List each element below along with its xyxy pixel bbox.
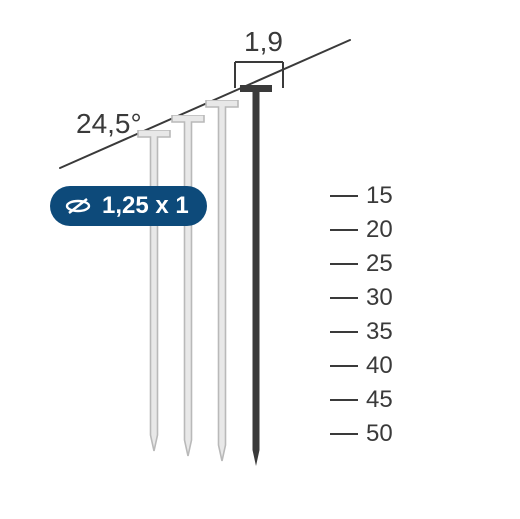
- scale-tick: [330, 331, 358, 333]
- scale-tick: [330, 365, 358, 367]
- scale-tick: [330, 433, 358, 435]
- cross-section-text: 1,25 x 1: [102, 192, 189, 220]
- nail-ghost: [204, 100, 240, 463]
- scale-value: 40: [366, 352, 393, 380]
- scale-value: 45: [366, 386, 393, 414]
- nail-active: [238, 85, 274, 468]
- scale-tick: [330, 195, 358, 197]
- scale-mark: 30: [330, 284, 393, 312]
- head-width-label: 1,9: [244, 26, 283, 58]
- scale-mark: 20: [330, 216, 393, 244]
- cross-section-dimension-pill: 1,25 x 1: [50, 186, 207, 226]
- scale-tick: [330, 263, 358, 265]
- angle-label: 24,5°: [76, 108, 142, 140]
- scale-mark: 40: [330, 352, 393, 380]
- scale-tick: [330, 297, 358, 299]
- scale-value: 20: [366, 216, 393, 244]
- scale-value: 35: [366, 318, 393, 346]
- scale-mark: 35: [330, 318, 393, 346]
- scale-tick: [330, 229, 358, 231]
- diagram-stage: 15 20 25 30 35 40 45 50 24,5° 1,9 1,25 x 1: [0, 0, 520, 519]
- scale-value: 50: [366, 420, 393, 448]
- scale-tick: [330, 399, 358, 401]
- ellipse-slash-icon: [64, 197, 92, 215]
- scale-value: 25: [366, 250, 393, 278]
- scale-mark: 50: [330, 420, 393, 448]
- nail-ghost: [136, 130, 172, 453]
- scale-mark: 45: [330, 386, 393, 414]
- nail-ghost: [170, 115, 206, 458]
- scale-mark: 15: [330, 182, 393, 210]
- scale-mark: 25: [330, 250, 393, 278]
- scale-value: 30: [366, 284, 393, 312]
- scale-value: 15: [366, 182, 393, 210]
